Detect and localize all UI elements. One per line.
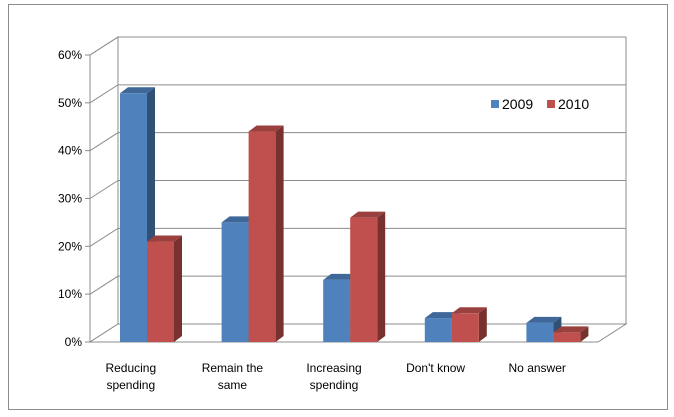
bar-front bbox=[120, 93, 147, 343]
bar-side bbox=[174, 235, 182, 342]
bar-2010-3 bbox=[451, 307, 487, 342]
bar-side bbox=[275, 125, 284, 343]
bars bbox=[120, 87, 589, 343]
bar-2009-0 bbox=[120, 87, 155, 343]
x-category-label: Remain the bbox=[202, 361, 264, 375]
x-category-label: spending bbox=[310, 378, 359, 392]
gridline bbox=[89, 132, 626, 152]
legend: 2009 2010 bbox=[491, 96, 589, 112]
y-tick-label: 40% bbox=[58, 144, 82, 158]
legend-swatch bbox=[491, 100, 499, 108]
y-tick-label: 0% bbox=[65, 335, 83, 349]
gridlines bbox=[89, 36, 626, 295]
y-tick-label: 20% bbox=[58, 239, 82, 253]
legend-swatch bbox=[547, 100, 555, 108]
x-category-label: Reducing bbox=[105, 361, 156, 375]
x-category-label: same bbox=[218, 378, 248, 392]
x-category-label: Don't know bbox=[406, 361, 465, 375]
bar-2010-1 bbox=[248, 125, 284, 343]
bar-front bbox=[147, 241, 174, 342]
bar-front bbox=[526, 322, 554, 342]
bar-top bbox=[221, 216, 257, 223]
bar-front bbox=[553, 332, 581, 342]
bar-top bbox=[424, 312, 460, 319]
bar-front bbox=[451, 313, 479, 342]
bar-top bbox=[350, 211, 386, 218]
bar-2010-4 bbox=[553, 326, 589, 342]
bar-2009-4 bbox=[526, 316, 562, 342]
bar-top bbox=[147, 235, 182, 242]
bar-top bbox=[120, 87, 155, 94]
gridline bbox=[89, 84, 626, 104]
bar-top bbox=[553, 326, 589, 333]
bar-front bbox=[424, 318, 452, 342]
bar-front bbox=[221, 222, 249, 342]
bar-front bbox=[350, 217, 378, 342]
bar-top bbox=[451, 307, 487, 314]
bar-front bbox=[323, 279, 351, 342]
y-tick-label: 10% bbox=[58, 287, 82, 301]
legend-label: 2009 bbox=[502, 96, 533, 112]
bar-2010-0 bbox=[147, 235, 182, 342]
gridline bbox=[89, 36, 626, 56]
gridline bbox=[89, 180, 626, 199]
gridline bbox=[89, 275, 626, 295]
gridline bbox=[89, 227, 626, 247]
y-tick-label: 30% bbox=[58, 192, 82, 206]
bar-top bbox=[248, 125, 284, 132]
bar-2010-2 bbox=[350, 211, 386, 342]
x-category-label: No answer bbox=[509, 361, 566, 375]
y-tick-label: 60% bbox=[58, 48, 82, 62]
bar-side bbox=[478, 307, 487, 342]
legend-label: 2010 bbox=[558, 96, 589, 112]
x-category-label: spending bbox=[106, 378, 155, 392]
bar-front bbox=[248, 131, 276, 342]
bar-top bbox=[526, 316, 562, 323]
x-category-label: Increasing bbox=[306, 361, 361, 375]
x-axis-categories: Reducing spending Remain the same Increasing… bbox=[105, 361, 565, 392]
y-tick-label: 50% bbox=[58, 96, 82, 110]
bar-side bbox=[580, 326, 589, 342]
bar-top bbox=[323, 273, 359, 280]
bar-side bbox=[377, 211, 386, 342]
